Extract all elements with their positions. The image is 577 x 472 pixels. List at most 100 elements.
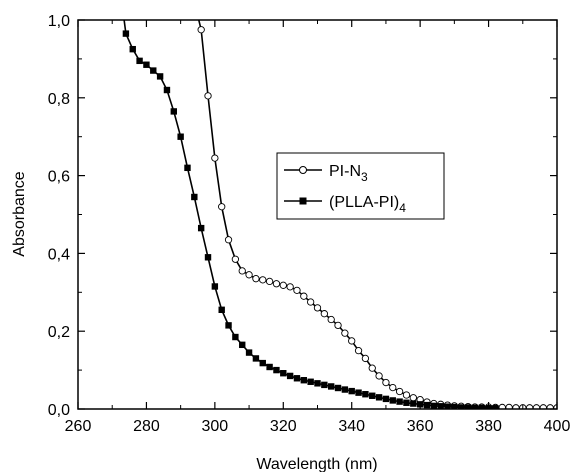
data-point <box>546 404 554 409</box>
data-point <box>136 57 143 65</box>
data-point <box>225 322 232 329</box>
data-point <box>259 359 266 367</box>
data-point <box>369 392 376 399</box>
y-tick-label: 0,0 <box>48 402 70 419</box>
data-point <box>409 394 417 402</box>
data-point <box>239 341 246 349</box>
data-point <box>265 277 274 286</box>
data-point <box>362 391 369 398</box>
data-point <box>354 346 363 355</box>
data-point <box>293 375 301 382</box>
data-point <box>266 363 273 371</box>
data-point <box>430 402 438 409</box>
data-point <box>403 399 410 406</box>
data-point <box>375 394 383 401</box>
y-tick-label: 0,4 <box>48 246 70 263</box>
data-point <box>245 271 253 279</box>
data-point <box>211 154 219 162</box>
data-point <box>163 86 171 94</box>
data-point <box>307 378 314 385</box>
legend-label-plla-pi4: (PLLA-PI)4 <box>329 194 406 215</box>
legend-box <box>276 152 445 220</box>
data-point <box>211 283 219 290</box>
legend: PI-N3 (PLLA-PI)4 <box>276 152 445 220</box>
data-point <box>395 387 404 396</box>
data-point <box>150 67 157 74</box>
data-point <box>437 403 444 409</box>
data-point <box>218 203 226 211</box>
data-point <box>197 26 205 34</box>
data-point <box>402 391 411 399</box>
data-point <box>259 276 267 284</box>
data-point <box>129 45 136 53</box>
data-point <box>505 403 513 409</box>
x-tick-label: 400 <box>544 418 571 435</box>
data-point <box>512 404 520 409</box>
data-point <box>252 355 260 362</box>
data-point <box>327 315 335 324</box>
x-tick-label: 340 <box>338 418 365 435</box>
data-point <box>204 92 212 100</box>
data-point <box>348 387 355 395</box>
x-tick-label: 300 <box>202 418 229 435</box>
data-point <box>341 386 349 393</box>
y-tick-label: 0,2 <box>48 324 70 341</box>
data-point <box>204 254 212 261</box>
x-tick-label: 260 <box>65 418 92 435</box>
data-point <box>464 404 472 409</box>
data-point <box>458 404 465 409</box>
data-point <box>245 349 253 356</box>
data-point <box>184 164 191 172</box>
data-point <box>224 236 233 244</box>
data-point <box>280 370 287 377</box>
data-point <box>348 337 356 345</box>
data-point <box>368 364 376 372</box>
data-point <box>471 404 479 409</box>
data-point <box>539 404 547 409</box>
data-point <box>327 383 335 390</box>
data-point <box>286 372 294 380</box>
data-point <box>389 397 396 404</box>
data-point <box>382 378 390 387</box>
data-point <box>444 403 451 409</box>
y-tick-label: 0,8 <box>48 91 70 108</box>
data-point <box>197 224 205 232</box>
data-point <box>300 292 308 300</box>
y-tick-label: 0,6 <box>48 169 70 186</box>
data-point <box>238 267 246 275</box>
legend-label-pi-n3-main: PI-N <box>329 163 361 180</box>
legend-label-pi-n3: PI-N3 <box>329 163 368 184</box>
data-point <box>525 404 534 409</box>
legend-marker-plla-pi4 <box>299 197 307 205</box>
data-point <box>293 286 301 295</box>
legend-marker-pi-n3 <box>299 166 307 174</box>
data-point <box>321 381 328 389</box>
x-tick-label: 320 <box>270 418 297 435</box>
data-point <box>410 400 417 407</box>
data-point <box>156 73 164 80</box>
data-point <box>334 321 342 330</box>
data-point <box>307 298 315 306</box>
data-point <box>314 380 321 387</box>
data-point <box>273 366 280 374</box>
data-point <box>320 310 328 318</box>
x-tick-label: 360 <box>407 418 434 435</box>
data-point <box>177 133 184 140</box>
data-point <box>334 384 342 392</box>
legend-label-pi-n3-sub: 3 <box>361 170 368 184</box>
y-axis-title: Absorbance <box>11 171 28 256</box>
data-point <box>272 280 281 288</box>
data-point <box>355 389 362 396</box>
data-point <box>170 108 177 115</box>
data-point <box>218 306 225 314</box>
data-point <box>341 329 349 337</box>
data-point <box>382 395 390 403</box>
data-point <box>423 401 431 409</box>
legend-label-plla-pi4-sub: 4 <box>399 201 406 215</box>
data-point <box>313 304 322 312</box>
x-tick-label: 380 <box>475 418 502 435</box>
data-point <box>300 377 308 384</box>
data-point <box>191 193 198 201</box>
data-point <box>286 283 294 291</box>
